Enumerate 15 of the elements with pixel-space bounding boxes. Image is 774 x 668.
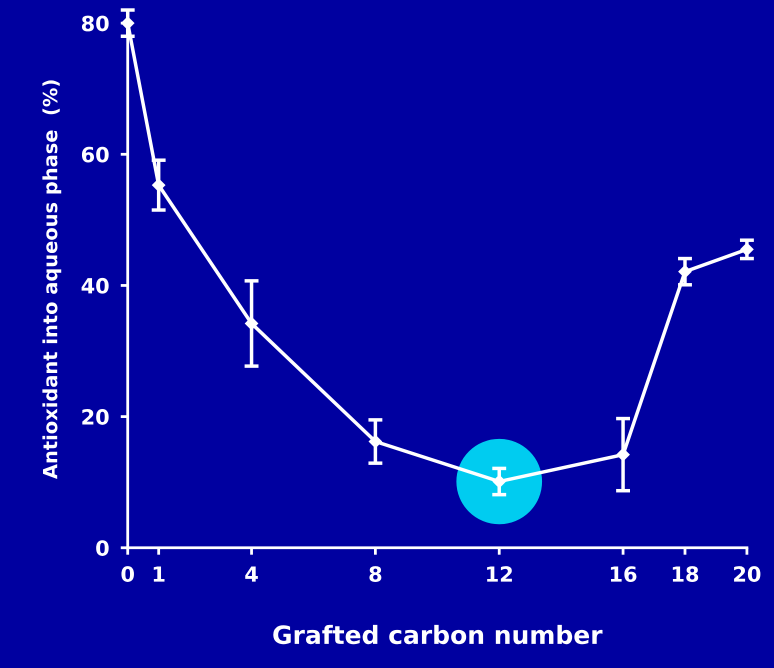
- x-tick-label: 18: [672, 566, 698, 582]
- x-tick-label: 1: [154, 566, 164, 582]
- x-tick-label: 0: [121, 566, 134, 582]
- y-tick-label: 60: [82, 146, 109, 163]
- y-tick-label: 80: [82, 16, 109, 32]
- x-tick-label: 8: [369, 566, 382, 582]
- y-tick-label: 0: [96, 540, 109, 556]
- x-tick-label: 4: [245, 566, 258, 582]
- x-tick-label: 16: [610, 566, 636, 582]
- y-tick-label: 20: [82, 409, 109, 425]
- y-axis-title: Antioxidant into aqueous phase (%): [42, 80, 62, 479]
- x-axis-title: Grafted carbon number: [273, 624, 602, 644]
- x-tick-label: 12: [487, 566, 512, 582]
- y-tick-label: 40: [82, 278, 109, 294]
- x-tick-label: 20: [734, 566, 760, 582]
